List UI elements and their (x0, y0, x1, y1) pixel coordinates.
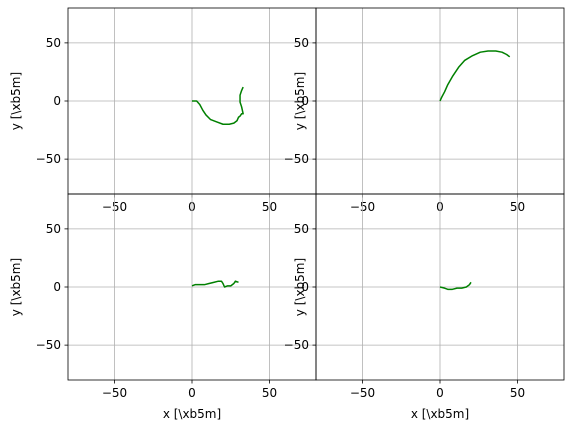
subplot-bottom-right: −50 0 50 −50 0 50 y [\xb5m] x [\xb5m] (284, 193, 565, 421)
subplots-grid: −50 0 50 −50 0 50 y [\xb5m] −50 0 50 −50 0 50 y [\xb5… (9, 7, 565, 421)
y-axis-label: y [\xb5m] (293, 258, 307, 316)
x-tick-label: 50 (510, 386, 525, 400)
subplot-top-left: −50 0 50 −50 0 50 y [\xb5m] (9, 7, 317, 214)
x-tick-label: 50 (262, 386, 277, 400)
trajectory-line (439, 281, 472, 291)
y-tick-label: 50 (294, 36, 309, 50)
y-tick-label: −50 (36, 338, 61, 352)
x-axis-label: x [\xb5m] (411, 407, 469, 421)
x-tick-label: 0 (436, 386, 444, 400)
y-tick-label: 0 (301, 94, 309, 108)
x-tick-label: −50 (102, 386, 127, 400)
y-tick-label: −50 (284, 152, 309, 166)
y-tick-label: 50 (46, 222, 61, 236)
y-tick-label: −50 (36, 152, 61, 166)
x-tick-label: 0 (188, 386, 196, 400)
x-axis-label: x [\xb5m] (163, 407, 221, 421)
trajectory-line (191, 280, 239, 288)
y-tick-label: 0 (301, 280, 309, 294)
y-axis-label: y [\xb5m] (9, 72, 23, 130)
y-tick-label: 0 (53, 94, 61, 108)
y-tick-label: 50 (46, 36, 61, 50)
y-tick-label: 0 (53, 280, 61, 294)
y-axis-label: y [\xb5m] (293, 72, 307, 130)
trajectory-line (192, 86, 244, 125)
y-axis-label: y [\xb5m] (9, 258, 23, 316)
subplot-bottom-left: −50 0 50 −50 0 50 y [\xb5m] x [\xb5m] (9, 193, 317, 421)
x-tick-label: −50 (350, 386, 375, 400)
trajectory-line (439, 50, 511, 102)
y-tick-label: −50 (284, 338, 309, 352)
y-tick-label: 50 (294, 222, 309, 236)
